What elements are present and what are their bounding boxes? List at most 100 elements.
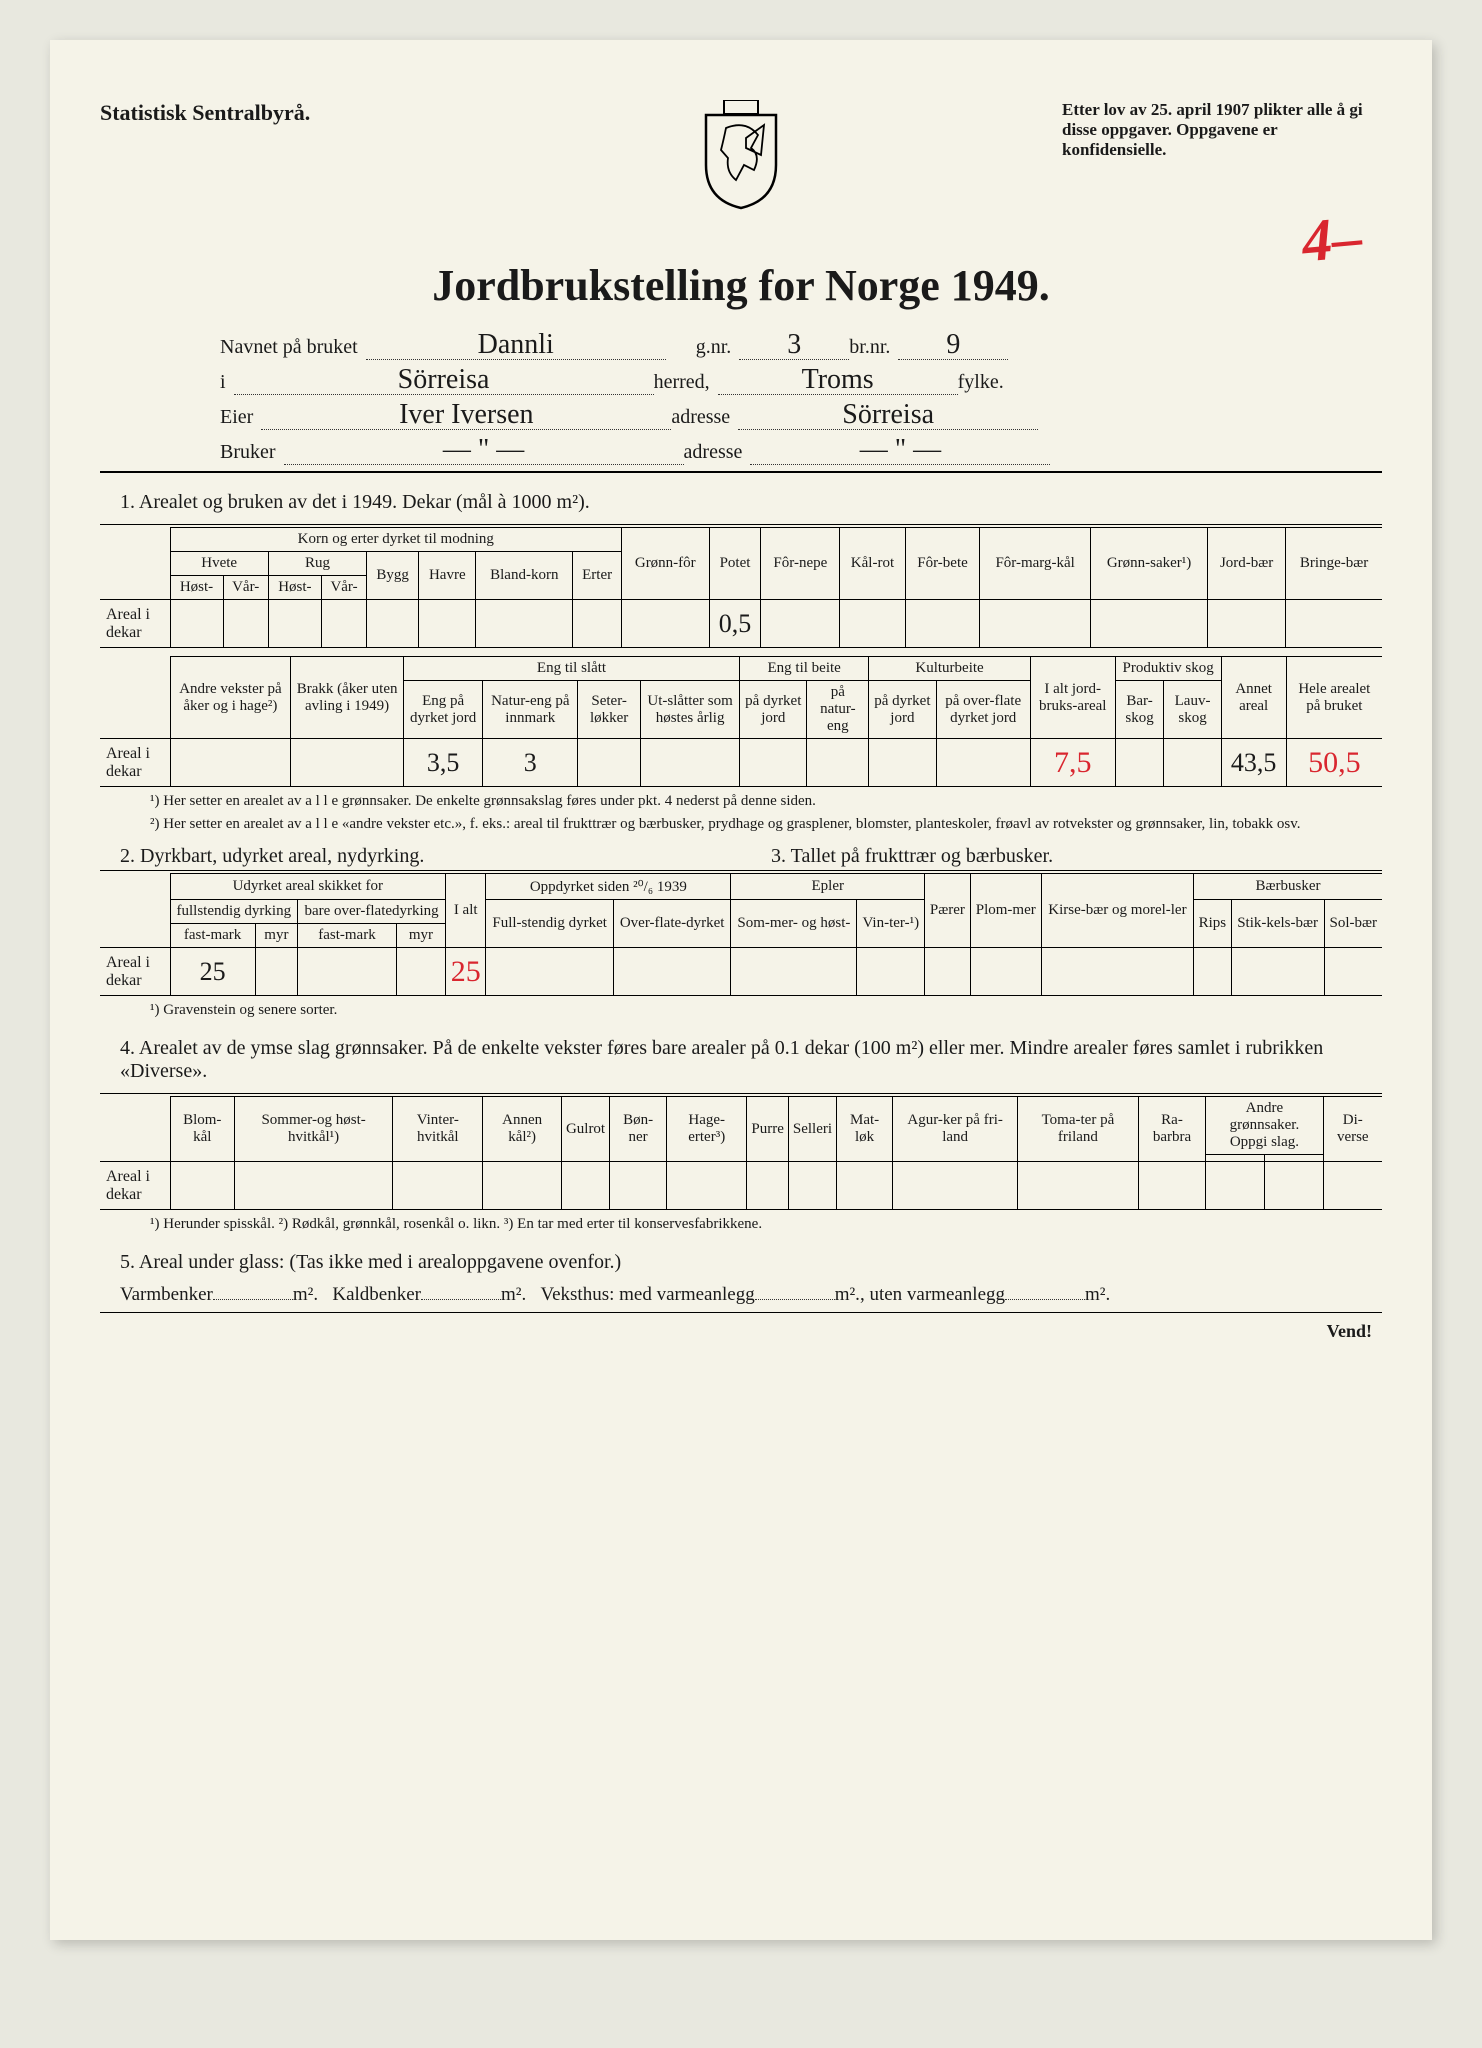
cell[interactable]: [747, 1162, 789, 1210]
th-sommer-host: Som-mer- og høst-: [731, 900, 857, 948]
adresse-value[interactable]: Sörreisa: [738, 401, 1038, 430]
th-pa-dyrket2: på dyrket jord: [869, 681, 936, 739]
veksthus-label: Veksthus: med varmeanlegg: [540, 1284, 754, 1305]
cell[interactable]: [298, 948, 397, 996]
cell[interactable]: [622, 600, 709, 648]
cell[interactable]: [1041, 948, 1193, 996]
ialt-val-2[interactable]: 25: [446, 948, 486, 996]
cell[interactable]: [837, 1162, 893, 1210]
cell[interactable]: [761, 600, 840, 648]
cell[interactable]: [419, 600, 476, 648]
th-purre: Purre: [747, 1097, 789, 1162]
ialt-val[interactable]: 7,5: [1030, 739, 1115, 787]
legal-notice: Etter lov av 25. april 1907 plikter alle…: [1062, 100, 1382, 160]
cell[interactable]: [561, 1162, 609, 1210]
fastmark-val[interactable]: 25: [170, 948, 255, 996]
cell[interactable]: [291, 739, 404, 787]
bruker-adresse[interactable]: — " —: [750, 436, 1050, 465]
cell[interactable]: [788, 1162, 836, 1210]
th-andre-blank2: [1264, 1155, 1323, 1162]
cell[interactable]: [1324, 948, 1382, 996]
cell[interactable]: [1206, 1162, 1265, 1210]
cell[interactable]: [578, 739, 641, 787]
brnr-value[interactable]: 9: [898, 331, 1008, 360]
cell[interactable]: [641, 739, 740, 787]
th-baerbusker: Bærbusker: [1194, 874, 1382, 900]
cell[interactable]: [869, 739, 936, 787]
cell[interactable]: [840, 600, 906, 648]
cell[interactable]: [970, 948, 1041, 996]
eier-value[interactable]: Iver Iversen: [261, 401, 671, 430]
cell[interactable]: [321, 600, 366, 648]
cell[interactable]: [1264, 1162, 1323, 1210]
fylke-label: fylke.: [958, 371, 1004, 394]
natureng-val[interactable]: 3: [483, 739, 578, 787]
th-fornepe: Fôr-nepe: [761, 528, 840, 600]
cell[interactable]: [255, 948, 297, 996]
section5-line: Varmbenkerm². Kaldbenkerm². Veksthus: me…: [120, 1284, 1382, 1306]
cell[interactable]: [476, 600, 573, 648]
varmbenker-val[interactable]: [213, 1299, 293, 1300]
cell[interactable]: [936, 739, 1030, 787]
s2-footnote: ¹) Gravenstein og senere sorter.: [150, 1002, 1382, 1019]
th-hele-arealet: Hele arealet på bruket: [1286, 657, 1382, 739]
cell[interactable]: [170, 600, 223, 648]
cell[interactable]: [740, 739, 807, 787]
cell[interactable]: [367, 600, 419, 648]
th-hvete-host: Høst-: [170, 576, 223, 600]
eng-dyrket-val[interactable]: 3,5: [403, 739, 483, 787]
th-pa-natureng: på natur-eng: [807, 681, 869, 739]
cell[interactable]: [1231, 948, 1324, 996]
table-2-3: Udyrket areal skikket for I alt Oppdyrke…: [100, 873, 1382, 996]
cell[interactable]: [731, 948, 857, 996]
cell[interactable]: [235, 1162, 393, 1210]
cell[interactable]: [1018, 1162, 1139, 1210]
cell[interactable]: [857, 948, 925, 996]
cell[interactable]: [1208, 600, 1286, 648]
cell[interactable]: [573, 600, 622, 648]
th-annenkal: Annen kål²): [483, 1097, 562, 1162]
bruker-value[interactable]: — " —: [284, 436, 684, 465]
cell[interactable]: [807, 739, 869, 787]
cell[interactable]: [1164, 739, 1221, 787]
cell[interactable]: [613, 948, 730, 996]
fylke-value[interactable]: Troms: [718, 366, 958, 395]
cell[interactable]: [486, 948, 614, 996]
cell[interactable]: [170, 1162, 235, 1210]
cell[interactable]: [905, 600, 980, 648]
annet-val[interactable]: 43,5: [1221, 739, 1286, 787]
th-jordbaer: Jord-bær: [1208, 528, 1286, 600]
cell[interactable]: [483, 1162, 562, 1210]
veksthus-uten-val[interactable]: [1005, 1299, 1085, 1300]
hele-val[interactable]: 50,5: [1286, 739, 1382, 787]
th-matlok: Mat-løk: [837, 1097, 893, 1162]
navnet-value[interactable]: Dannli: [366, 331, 666, 360]
th-natureng: Natur-eng på innmark: [483, 681, 578, 739]
cell[interactable]: [170, 739, 291, 787]
gnr-value[interactable]: 3: [739, 331, 849, 360]
th-fastmark2: fast-mark: [298, 924, 397, 948]
cell[interactable]: [1323, 1162, 1382, 1210]
adresse-label-2: adresse: [684, 441, 743, 464]
kaldbenker-val[interactable]: [421, 1299, 501, 1300]
veksthus-varme-val[interactable]: [755, 1299, 835, 1300]
cell[interactable]: [1115, 739, 1164, 787]
cell[interactable]: [1138, 1162, 1206, 1210]
cell[interactable]: [268, 600, 321, 648]
potet-value[interactable]: 0,5: [709, 600, 761, 648]
cell[interactable]: [1194, 948, 1232, 996]
kaldbenker-label: Kaldbenker: [332, 1284, 421, 1305]
cell[interactable]: [667, 1162, 747, 1210]
section5-title: 5. Areal under glass: (Tas ikke med i ar…: [120, 1251, 1382, 1274]
cell[interactable]: [610, 1162, 667, 1210]
cell[interactable]: [925, 948, 970, 996]
cell[interactable]: [1286, 600, 1382, 648]
cell[interactable]: [980, 600, 1091, 648]
cell[interactable]: [893, 1162, 1018, 1210]
cell[interactable]: [396, 948, 445, 996]
i-value[interactable]: Sörreisa: [234, 366, 654, 395]
cell[interactable]: [393, 1162, 483, 1210]
cell[interactable]: [1091, 600, 1208, 648]
cell[interactable]: [223, 600, 268, 648]
th-eng-dyrket: Eng på dyrket jord: [403, 681, 483, 739]
